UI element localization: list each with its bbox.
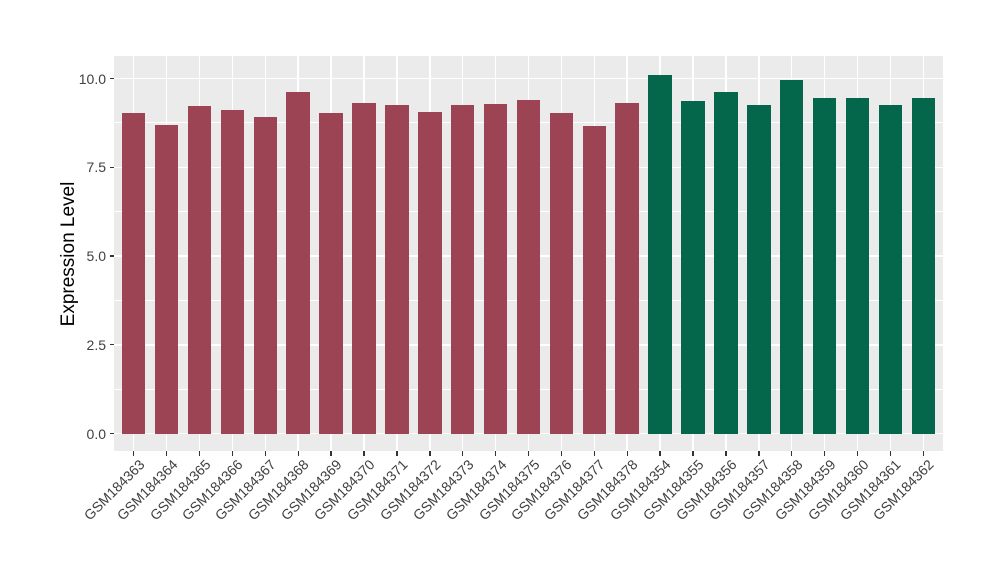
x-axis-tick: [462, 451, 464, 456]
x-axis-tick: [133, 451, 135, 456]
x-axis-tick: [198, 451, 201, 456]
major-gridline: [114, 77, 943, 80]
x-axis-tick: [527, 451, 530, 456]
x-axis-tick: [659, 451, 661, 456]
y-axis-tick: [109, 166, 114, 168]
x-axis-tick: [889, 451, 892, 456]
x-axis-tick: [231, 451, 234, 456]
y-axis-tick: [109, 255, 114, 257]
x-axis-tick: [791, 451, 793, 456]
bar-GSM184370: [352, 103, 376, 434]
bar-GSM184372: [418, 112, 442, 434]
y-tick-label: 0.0: [86, 425, 106, 442]
bar-GSM184364: [154, 125, 179, 434]
bar-GSM184374: [483, 104, 508, 434]
bar-GSM184361: [878, 104, 903, 434]
bar-GSM184366: [220, 110, 245, 434]
bar-GSM184356: [714, 92, 738, 434]
y-tick-label: 7.5: [86, 159, 106, 176]
x-axis-tick: [560, 451, 563, 456]
bar-GSM184354: [648, 74, 672, 434]
x-axis-tick: [725, 451, 727, 456]
x-axis-tick: [363, 451, 365, 456]
bar-GSM184368: [286, 92, 310, 434]
y-tick-label: 10.0: [78, 70, 106, 87]
bar-GSM184371: [385, 105, 409, 434]
x-axis-tick: [396, 451, 398, 456]
x-axis-tick: [297, 451, 299, 456]
y-axis-tick: [109, 432, 114, 435]
bar-GSM184365: [187, 105, 212, 434]
bar-GSM184363: [121, 113, 146, 434]
bar-GSM184358: [779, 79, 804, 434]
y-axis-tick: [109, 77, 114, 80]
x-axis-tick: [429, 451, 431, 456]
bar-GSM184360: [845, 97, 870, 434]
plot-panel: [114, 56, 943, 451]
bar-GSM184375: [516, 100, 541, 434]
major-gridline: [114, 432, 943, 435]
y-tick-label: 2.5: [86, 336, 106, 353]
x-axis-tick: [494, 451, 497, 456]
x-axis-tick: [823, 451, 826, 456]
x-axis-tick: [165, 451, 168, 456]
x-axis-tick: [922, 451, 925, 456]
y-tick-label: 5.0: [86, 248, 106, 264]
bar-GSM184377: [582, 126, 607, 434]
bar-GSM184357: [747, 105, 771, 434]
bar-GSM184369: [319, 112, 343, 434]
y-axis-tick: [109, 344, 114, 346]
x-axis-tick: [856, 451, 859, 456]
bar-GSM184376: [549, 113, 574, 434]
x-axis-tick: [692, 451, 694, 456]
bar-GSM184367: [253, 116, 278, 434]
bar-GSM184355: [681, 100, 705, 434]
x-axis-tick: [593, 451, 596, 456]
x-axis-tick: [330, 451, 332, 456]
bar-GSM184378: [615, 103, 639, 434]
x-axis-tick: [264, 451, 267, 456]
bar-GSM184362: [911, 98, 936, 434]
bar-GSM184359: [812, 98, 837, 434]
bar-GSM184373: [450, 104, 475, 434]
x-axis-tick: [758, 451, 760, 456]
x-axis-tick: [626, 451, 628, 456]
